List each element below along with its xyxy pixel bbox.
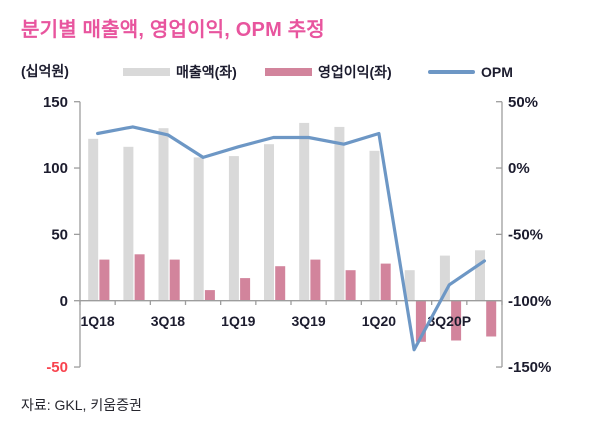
x-axis-category-label: 1Q20 xyxy=(362,313,396,329)
revenue-swatch xyxy=(123,68,170,76)
left-axis-tick-label: 150 xyxy=(43,94,68,111)
right-axis-tick-label: 50% xyxy=(508,94,538,111)
left-axis-tick-label: 0 xyxy=(60,293,68,310)
revenue-bar xyxy=(123,146,134,301)
legend-label-opm: OPM xyxy=(481,64,513,80)
op-bar xyxy=(415,300,426,342)
legend-item-opm: OPM xyxy=(428,62,513,82)
revenue-bar xyxy=(334,126,345,301)
revenue-bar xyxy=(264,144,274,301)
legend-item-revenue: 매출액(좌) xyxy=(123,62,237,82)
opm-line xyxy=(95,125,486,352)
op-bar xyxy=(310,259,321,301)
operating-profit-swatch xyxy=(265,68,312,76)
revenue-bar xyxy=(228,156,239,301)
op-bar xyxy=(275,266,286,301)
revenue-bar xyxy=(369,150,380,301)
revenue-bar xyxy=(88,138,99,301)
op-bar xyxy=(240,278,251,301)
right-axis-tick-label: 0% xyxy=(508,160,530,177)
left-axis-tick-label: -50 xyxy=(46,359,68,376)
op-bar xyxy=(451,300,462,341)
source-note: 자료: GKL, 키움증권 xyxy=(21,397,142,413)
legend-label-operating-profit: 영업이익(좌) xyxy=(318,64,392,80)
op-bar xyxy=(134,254,145,301)
left-axis-unit-label: (십억원) xyxy=(21,63,69,79)
x-axis-category-label: 1Q19 xyxy=(221,313,255,329)
x-axis-category-label: 3Q20P xyxy=(428,313,472,329)
left-axis-tick-label: 100 xyxy=(43,160,68,177)
legend-label-revenue: 매출액(좌) xyxy=(176,64,237,80)
x-axis-category-label: 1Q18 xyxy=(80,313,114,329)
chart-title: 분기별 매출액, 영업이익, OPM 추정 xyxy=(21,19,325,41)
op-bar xyxy=(345,270,356,301)
revenue-bar xyxy=(193,157,204,301)
op-bar xyxy=(380,263,391,301)
op-bar xyxy=(204,290,215,301)
legend-item-operating-profit: 영업이익(좌) xyxy=(265,62,392,82)
right-axis-tick-label: -100% xyxy=(508,293,551,310)
op-bar xyxy=(169,259,180,301)
op-bar xyxy=(99,259,110,301)
x-axis-category-label: 3Q19 xyxy=(291,313,325,329)
revenue-bar xyxy=(404,270,415,301)
op-bar xyxy=(486,300,497,337)
right-axis-tick-label: -150% xyxy=(508,359,551,376)
revenue-bar xyxy=(158,128,169,301)
left-axis-tick-label: 50 xyxy=(51,227,68,244)
x-axis-category-label: 3Q18 xyxy=(151,313,185,329)
revenue-bar xyxy=(299,122,310,301)
revenue-bar xyxy=(475,250,485,301)
right-axis-tick-label: -50% xyxy=(508,227,543,244)
opm-line-swatch xyxy=(428,70,475,74)
revenue-bar xyxy=(439,255,450,301)
